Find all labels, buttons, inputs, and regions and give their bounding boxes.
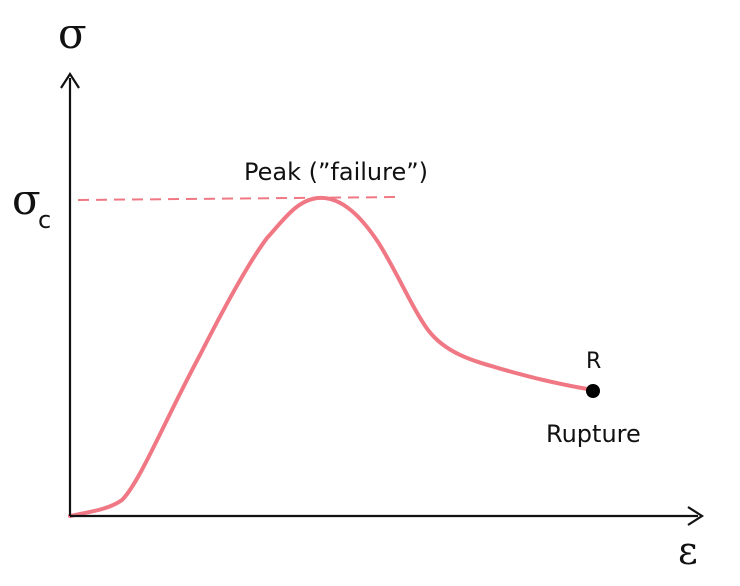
x-axis-symbol: ε	[678, 529, 698, 573]
x-axis-arrowhead	[687, 506, 705, 526]
y-axis-arrowhead	[60, 71, 80, 89]
peak-label: Peak (”failure”)	[244, 158, 428, 186]
peak-stress-symbol: σ	[12, 175, 41, 224]
peak-stress-subscript: c	[38, 206, 51, 234]
y-axis-symbol: σ	[58, 9, 87, 58]
rupture-point-letter: R	[586, 349, 601, 374]
peak-stress-dashed-line	[77, 196, 401, 201]
stress-strain-curve	[68, 195, 595, 518]
rupture-label: Rupture	[546, 420, 641, 448]
rupture-point-marker	[586, 384, 600, 398]
